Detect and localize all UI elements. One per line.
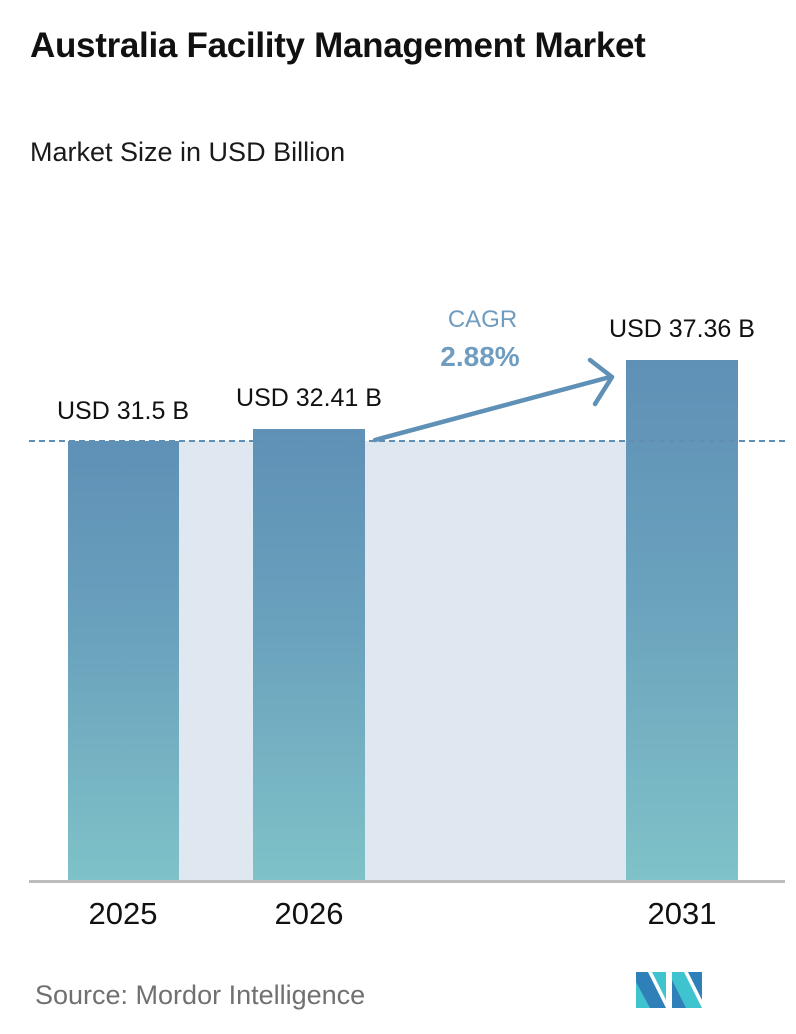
bar-label-2031: USD 37.36 B (609, 315, 755, 343)
x-axis-line (29, 880, 785, 883)
bar-2025 (68, 441, 179, 881)
bar-label-2025: USD 31.5 B (56, 397, 189, 425)
bar-2031 (626, 360, 738, 881)
x-tick-2026: 2026 (274, 896, 344, 931)
reference-dashed-line (29, 440, 785, 442)
mordor-intelligence-logo-icon (636, 972, 702, 1008)
chart-title: Australia Facility Management Market (30, 26, 646, 65)
chart-subtitle: Market Size in USD Billion (30, 137, 346, 167)
x-tick-2025: 2025 (88, 896, 158, 931)
bar-2026 (253, 429, 365, 881)
x-tick-2031: 2031 (647, 896, 717, 931)
cagr-label: CAGR (447, 306, 518, 333)
cagr-value: 2.88% (440, 341, 520, 372)
bar-label-2026: USD 32.41 B (236, 384, 382, 412)
source-text: Source: Mordor Intelligence (35, 980, 366, 1010)
